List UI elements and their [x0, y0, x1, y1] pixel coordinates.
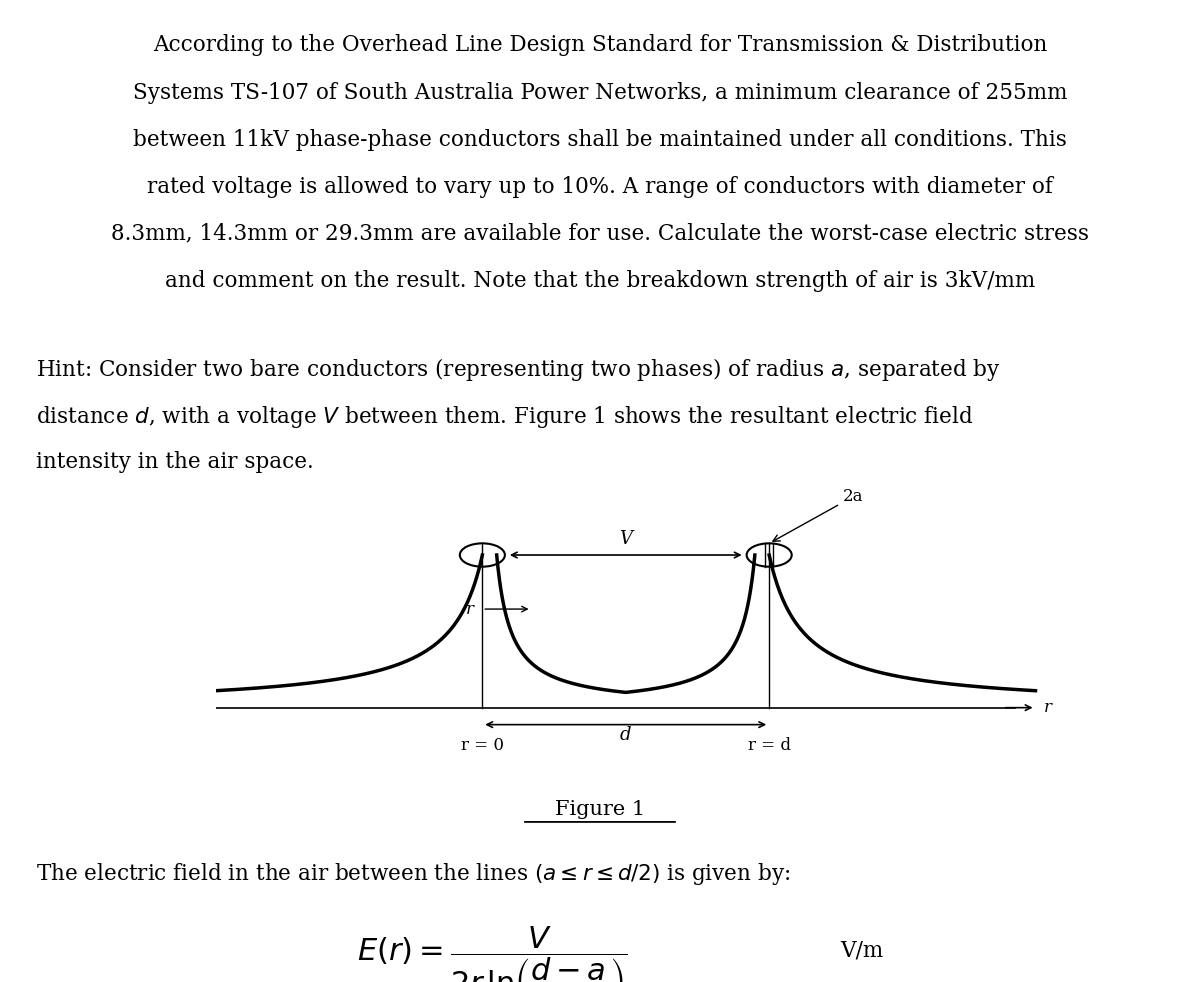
Text: r: r — [466, 601, 474, 618]
Text: intensity in the air space.: intensity in the air space. — [36, 451, 313, 472]
Text: Hint: Consider two bare conductors (representing two phases) of radius $a$, sepa: Hint: Consider two bare conductors (repr… — [36, 356, 1001, 383]
Text: Figure 1: Figure 1 — [554, 800, 646, 819]
Text: The electric field in the air between the lines $(a \leq r \leq d/2)$ is given b: The electric field in the air between th… — [36, 861, 790, 887]
Text: r = d: r = d — [748, 737, 791, 754]
Text: 8.3mm, 14.3mm or 29.3mm are available for use. Calculate the worst-case electric: 8.3mm, 14.3mm or 29.3mm are available fo… — [112, 223, 1090, 245]
Text: d: d — [620, 726, 631, 743]
Text: and comment on the result. Note that the breakdown strength of air is 3kV/mm: and comment on the result. Note that the… — [164, 270, 1036, 292]
Text: Systems TS-107 of South Australia Power Networks, a minimum clearance of 255mm: Systems TS-107 of South Australia Power … — [133, 82, 1067, 103]
Text: r = 0: r = 0 — [461, 737, 504, 754]
Text: According to the Overhead Line Design Standard for Transmission & Distribution: According to the Overhead Line Design St… — [152, 34, 1048, 56]
Text: V/m: V/m — [840, 940, 883, 961]
Text: V: V — [619, 529, 632, 548]
Text: $E(r) = \dfrac{V}{2r\,\ln\!\left(\dfrac{d-a}{a}\right)}$: $E(r) = \dfrac{V}{2r\,\ln\!\left(\dfrac{… — [356, 925, 628, 982]
Text: rated voltage is allowed to vary up to 10%. A range of conductors with diameter : rated voltage is allowed to vary up to 1… — [148, 176, 1052, 197]
Text: 2a: 2a — [773, 488, 864, 541]
Text: distance $d$, with a voltage $V$ between them. Figure 1 shows the resultant elec: distance $d$, with a voltage $V$ between… — [36, 404, 973, 429]
Text: between 11kV phase-phase conductors shall be maintained under all conditions. Th: between 11kV phase-phase conductors shal… — [133, 129, 1067, 150]
Text: r: r — [1044, 699, 1051, 716]
